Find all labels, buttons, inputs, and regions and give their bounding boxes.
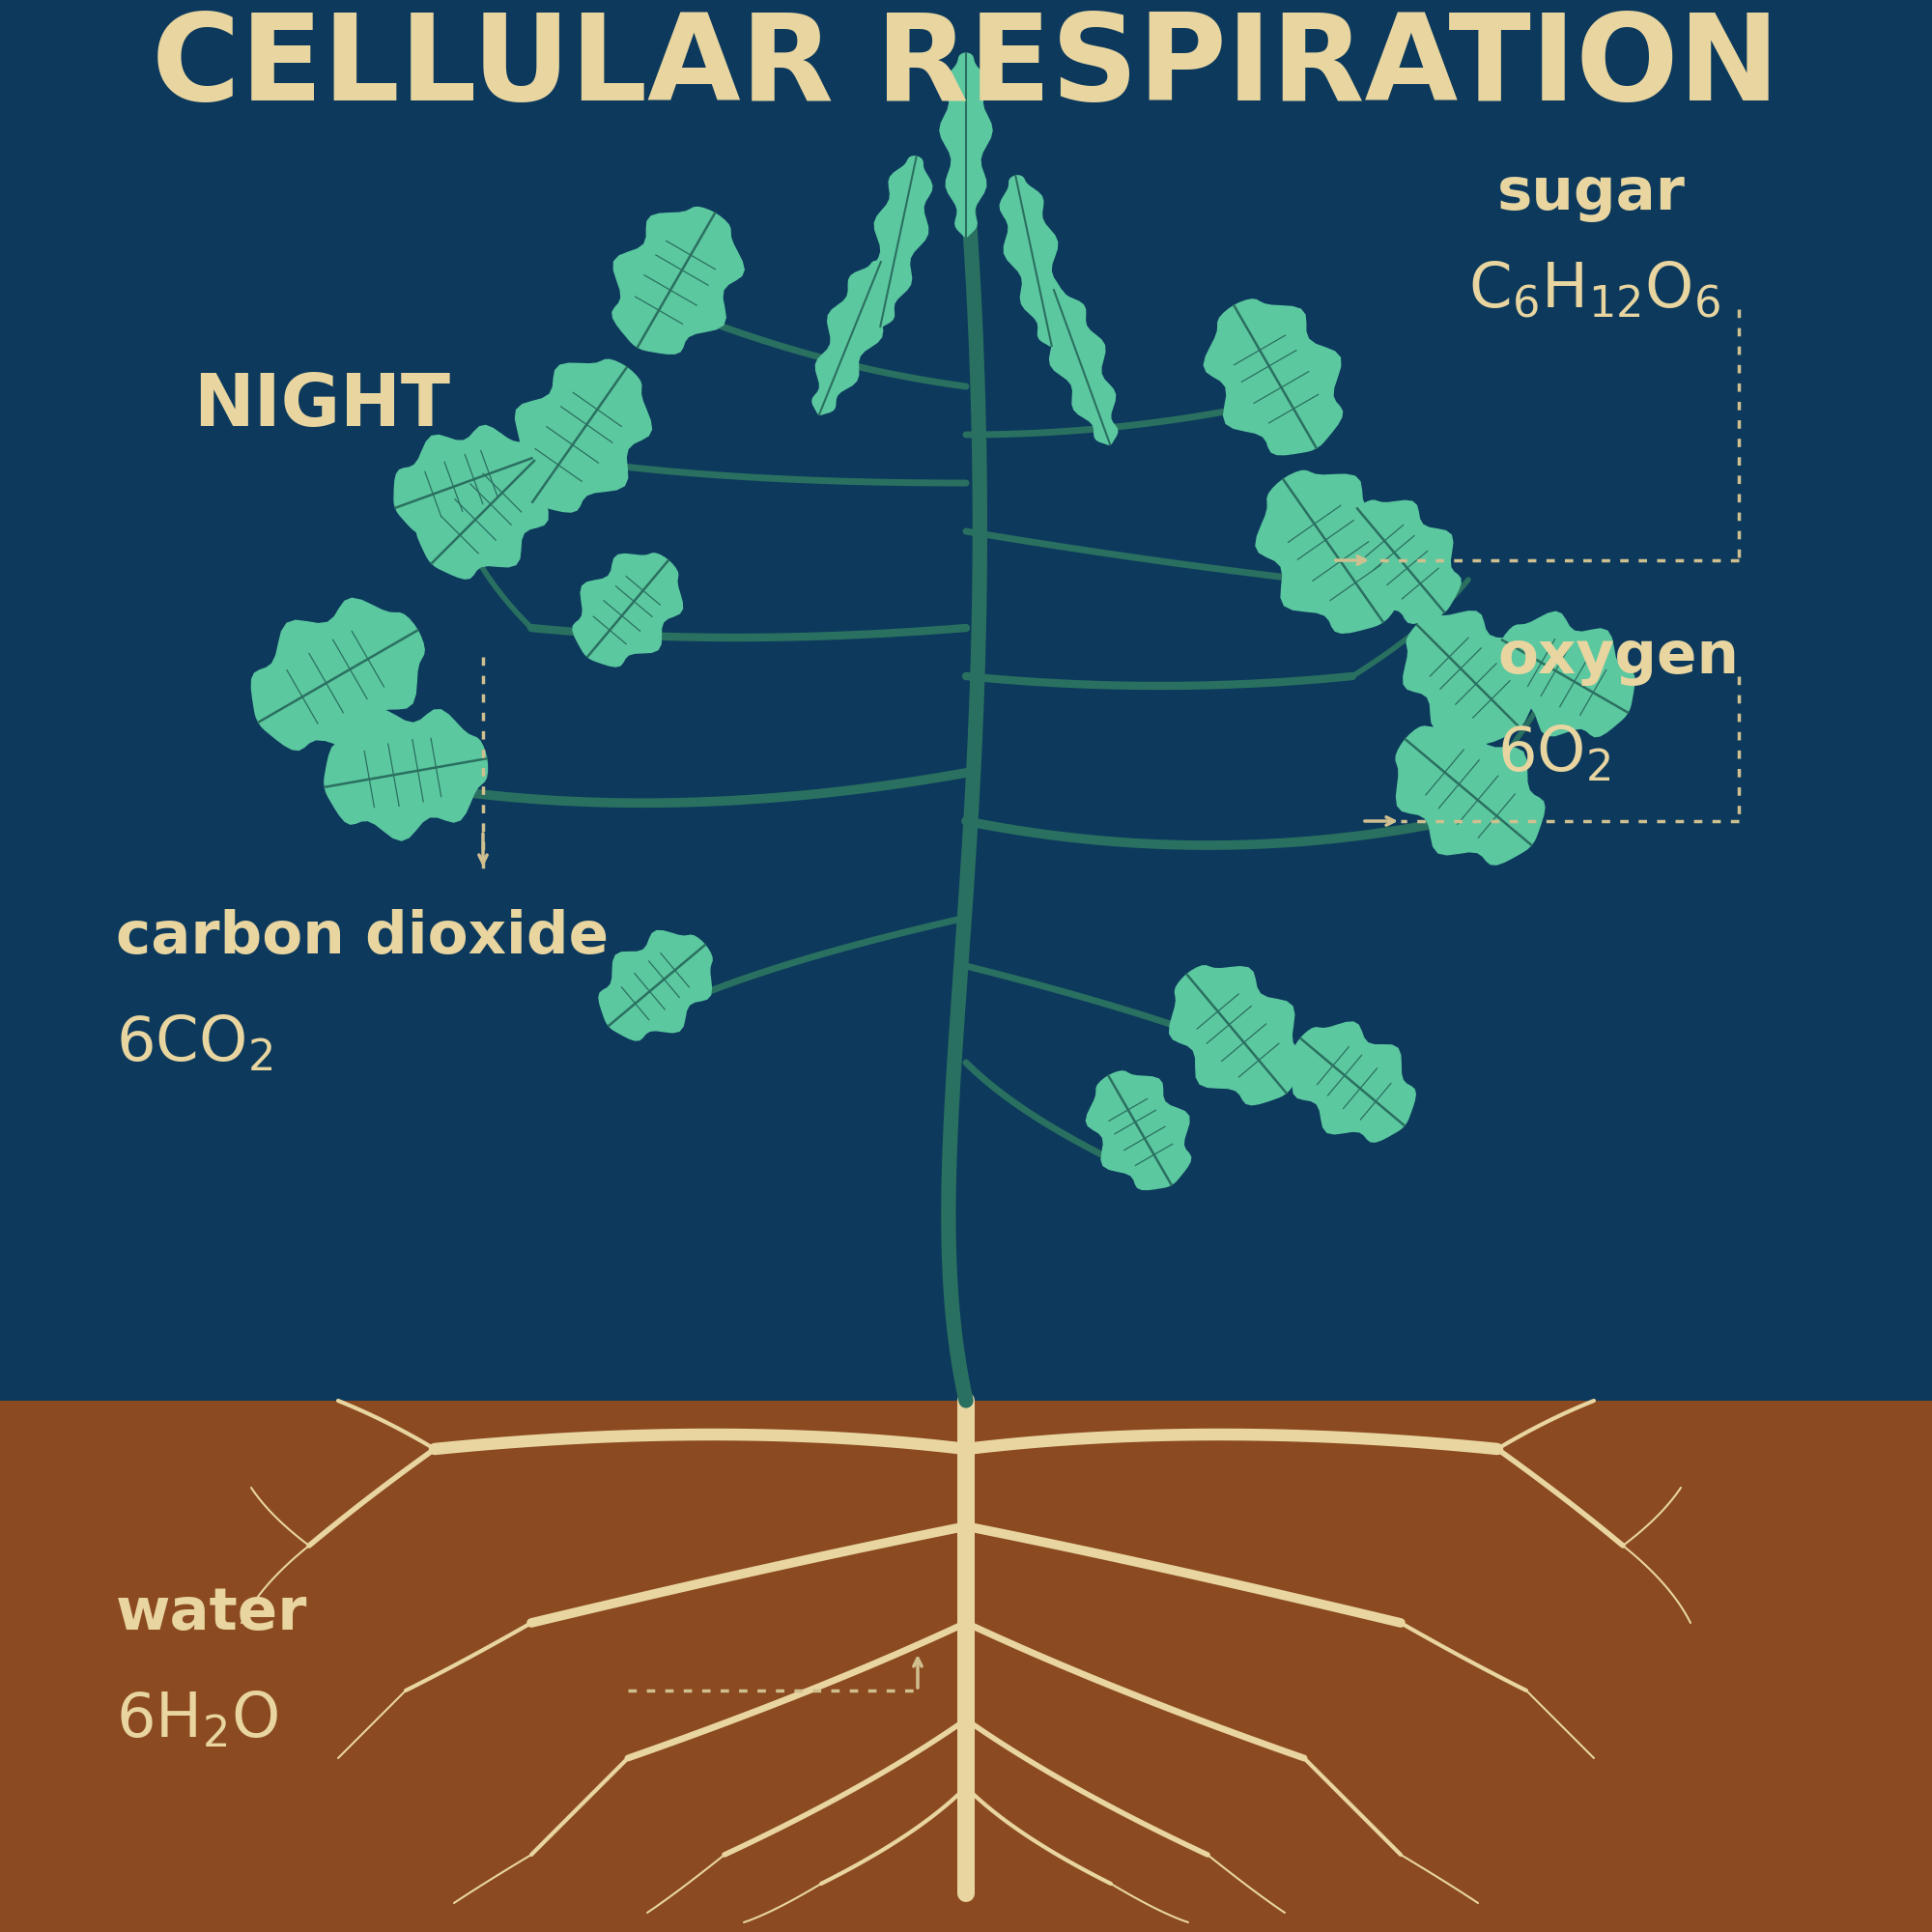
Polygon shape <box>1169 966 1304 1105</box>
Polygon shape <box>1397 721 1544 866</box>
Polygon shape <box>869 156 931 327</box>
Text: $\mathrm{6O_2}$: $\mathrm{6O_2}$ <box>1497 723 1611 784</box>
Polygon shape <box>1403 611 1536 744</box>
Polygon shape <box>1495 612 1634 736</box>
Polygon shape <box>612 207 744 354</box>
Text: carbon dioxide: carbon dioxide <box>116 908 609 966</box>
Polygon shape <box>574 553 682 667</box>
Bar <box>0 0 1932 1401</box>
Text: CELLULAR RESPIRATION: CELLULAR RESPIRATION <box>153 10 1779 126</box>
Bar <box>0 1401 1932 1932</box>
Polygon shape <box>1341 500 1461 624</box>
Polygon shape <box>939 52 993 236</box>
Polygon shape <box>599 931 713 1039</box>
Text: NIGHT: NIGHT <box>193 371 450 440</box>
Polygon shape <box>1293 1022 1416 1142</box>
Polygon shape <box>1001 176 1063 346</box>
Polygon shape <box>1256 471 1408 634</box>
Text: oxygen: oxygen <box>1497 628 1739 686</box>
Polygon shape <box>251 599 425 750</box>
Polygon shape <box>325 709 487 840</box>
Polygon shape <box>1204 299 1343 454</box>
Text: $\mathrm{6CO_2}$: $\mathrm{6CO_2}$ <box>116 1012 272 1074</box>
Polygon shape <box>415 446 549 580</box>
Polygon shape <box>1086 1070 1190 1190</box>
Polygon shape <box>1041 290 1117 444</box>
Text: $\mathrm{6H_2O}$: $\mathrm{6H_2O}$ <box>116 1689 278 1750</box>
Text: $\mathrm{C_6H_{12}O_6}$: $\mathrm{C_6H_{12}O_6}$ <box>1468 259 1721 321</box>
Polygon shape <box>510 359 651 512</box>
Text: sugar: sugar <box>1497 164 1685 222</box>
Text: water: water <box>116 1584 307 1642</box>
Polygon shape <box>394 425 533 539</box>
Polygon shape <box>811 261 893 415</box>
